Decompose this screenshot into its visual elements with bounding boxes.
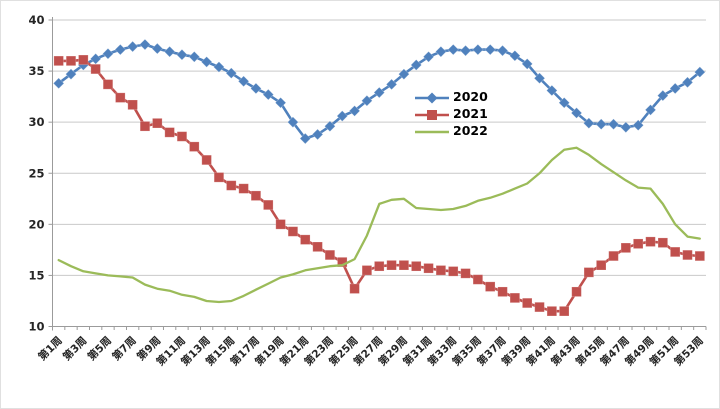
- svg-text:第5周: 第5周: [85, 334, 114, 363]
- series-2022: [57, 146, 701, 304]
- svg-text:第1周: 第1周: [36, 334, 65, 363]
- svg-text:15: 15: [28, 268, 44, 282]
- legend-item-2020: 2020: [415, 89, 488, 106]
- svg-text:40: 40: [28, 13, 44, 27]
- legend-marker-2022-line-icon: [415, 130, 449, 133]
- legend-marker-2020-diamond-icon: [415, 92, 449, 103]
- legend-item-2021: 2021: [415, 106, 488, 123]
- legend-marker-2021-square-icon: [415, 109, 449, 120]
- legend-label-2020: 2020: [453, 89, 488, 105]
- y-axis-labels: 10 15 20 25 30 35 40: [28, 13, 44, 334]
- legend-label-2021: 2021: [453, 106, 488, 122]
- gridlines: [52, 19, 706, 276]
- svg-text:第7周: 第7周: [110, 334, 139, 363]
- legend-item-2022: 2022: [415, 123, 488, 140]
- svg-text:25: 25: [28, 166, 44, 180]
- svg-text:20: 20: [28, 217, 44, 231]
- legend-label-2022: 2022: [453, 123, 488, 139]
- legend: 2020 2021 2022: [415, 89, 488, 140]
- svg-text:30: 30: [28, 115, 44, 129]
- svg-text:第3周: 第3周: [60, 334, 89, 363]
- svg-text:10: 10: [28, 320, 44, 334]
- x-axis-labels: 第1周第3周第5周第7周第9周第11周第13周第15周第17周第19周第21周第…: [36, 334, 706, 368]
- markers-2020: [52, 38, 706, 145]
- axes: [48, 17, 707, 331]
- markers-2021: [53, 54, 706, 317]
- svg-text:35: 35: [28, 64, 44, 78]
